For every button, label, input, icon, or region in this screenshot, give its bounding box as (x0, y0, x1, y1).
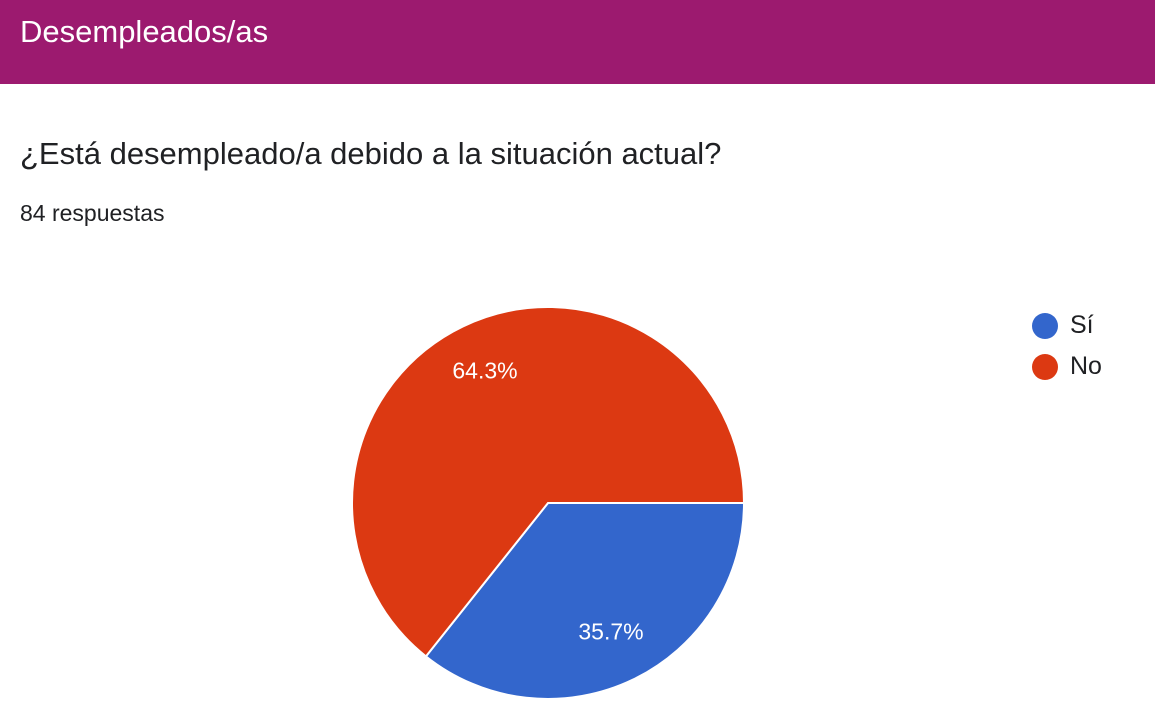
legend-item-si[interactable]: Sí (1032, 305, 1102, 346)
question-title: ¿Está desempleado/a debido a la situació… (20, 136, 722, 171)
response-count: 84 respuestas (20, 200, 165, 226)
pie-label-no: 64.3% (452, 357, 517, 383)
pie-label-si: 35.7% (578, 619, 643, 645)
section-title: Desempleados/as (20, 14, 269, 49)
pie-slice-no[interactable] (351, 306, 746, 658)
pie-slice-si[interactable] (424, 502, 746, 700)
legend-swatch-si (1032, 312, 1058, 339)
legend-label-si: Sí (1070, 311, 1094, 339)
section-header: Desempleados/as (0, 0, 1155, 84)
legend-label-no: No (1070, 352, 1102, 380)
legend-swatch-no (1032, 353, 1058, 380)
legend-item-no[interactable]: No (1032, 346, 1102, 387)
chart-legend: Sí No (1032, 305, 1102, 387)
